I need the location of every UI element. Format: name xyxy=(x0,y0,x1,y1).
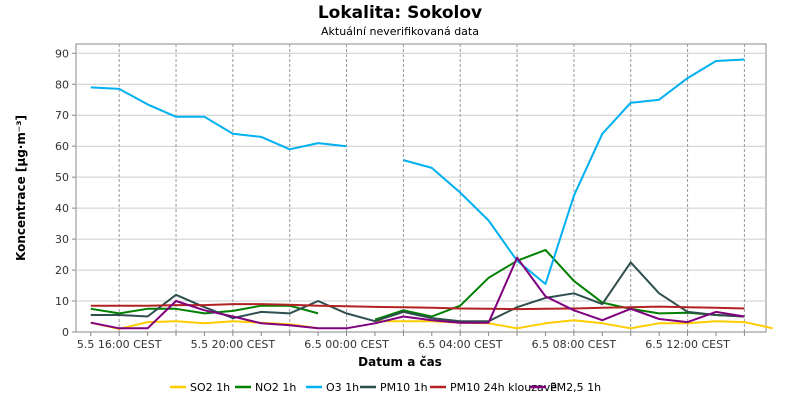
y-tick-label: 50 xyxy=(55,171,69,184)
y-axis-title: Koncentrace [µg·m⁻³] xyxy=(14,115,28,261)
series-line-2 xyxy=(90,304,319,315)
y-tick-label: 60 xyxy=(55,140,69,153)
x-axis: 5.5 16:00 CEST 5.5 20:00 CEST 6.5 00:00 CE… xyxy=(77,332,745,351)
series-lines xyxy=(90,58,774,330)
series-line-3 xyxy=(90,86,347,151)
legend-label: SO2 1h xyxy=(190,381,230,394)
y-tick-label: 80 xyxy=(55,78,69,91)
series-line-6 xyxy=(90,256,745,330)
chart-subtitle: Aktuální neverifikovaná data xyxy=(321,25,479,38)
legend-label: PM10 24h klouzavě xyxy=(450,381,557,394)
legend-label: O3 1h xyxy=(326,381,359,394)
x-axis-title: Datum a čas xyxy=(358,355,442,369)
y-tick-label: 10 xyxy=(55,295,69,308)
x-tick-label: 6.5 12:00 CEST xyxy=(645,338,730,351)
legend-label: PM2,5 1h xyxy=(550,381,601,394)
plot-area xyxy=(75,43,767,333)
y-axis: 0 10 20 30 40 50 60 70 80 90 xyxy=(55,47,76,339)
y-tick-label: 0 xyxy=(62,326,69,339)
y-tick-label: 40 xyxy=(55,202,69,215)
x-tick-label: 6.5 08:00 CEST xyxy=(532,338,617,351)
chart-title: Lokalita: Sokolov xyxy=(318,3,482,23)
x-tick-label: 5.5 20:00 CEST xyxy=(191,338,276,351)
x-tick-label: 6.5 00:00 CEST xyxy=(304,338,389,351)
x-tick-label: 5.5 16:00 CEST xyxy=(77,338,162,351)
y-tick-label: 20 xyxy=(55,264,69,277)
y-tick-label: 30 xyxy=(55,233,69,246)
series-line-2 xyxy=(374,248,745,321)
legend-label: PM10 1h xyxy=(380,381,428,394)
legend: SO2 1h NO2 1h O3 1h PM10 1h PM10 24h klouzav… xyxy=(170,381,601,394)
grid xyxy=(76,44,766,332)
series-line-3 xyxy=(403,58,745,285)
x-tick-label: 6.5 04:00 CEST xyxy=(418,338,503,351)
legend-label: NO2 1h xyxy=(255,381,296,394)
series-line-5 xyxy=(90,303,745,311)
y-tick-label: 70 xyxy=(55,109,69,122)
y-tick-label: 90 xyxy=(55,47,69,60)
